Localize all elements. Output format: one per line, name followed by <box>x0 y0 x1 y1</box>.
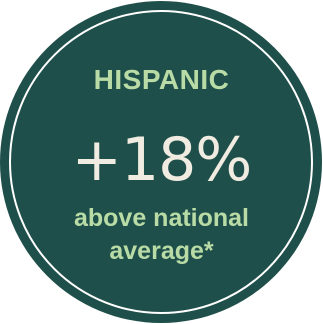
stat-description-line-1: above national <box>73 204 250 232</box>
stat-value: +18% <box>71 125 253 195</box>
category-label: HISPANIC <box>93 64 230 95</box>
stat-badge-ring <box>9 10 313 314</box>
stat-description-line-2: average* <box>109 237 214 265</box>
stat-description: above national average* <box>0 202 323 268</box>
